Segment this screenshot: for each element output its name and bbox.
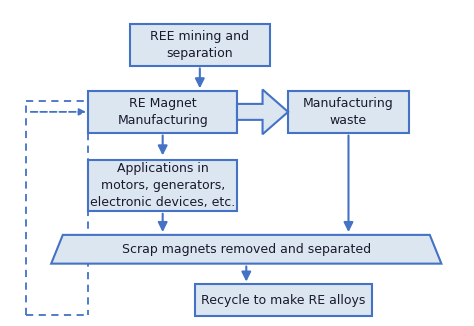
Polygon shape <box>237 90 288 134</box>
FancyBboxPatch shape <box>130 24 270 66</box>
Polygon shape <box>51 235 441 264</box>
Text: Manufacturing
waste: Manufacturing waste <box>303 97 394 127</box>
Text: Applications in
motors, generators,
electronic devices, etc.: Applications in motors, generators, elec… <box>90 162 235 209</box>
Text: RE Magnet
Manufacturing: RE Magnet Manufacturing <box>117 97 208 127</box>
Text: Recycle to make RE alloys: Recycle to make RE alloys <box>201 294 365 307</box>
FancyBboxPatch shape <box>195 284 372 316</box>
FancyBboxPatch shape <box>88 91 237 133</box>
Text: Scrap magnets removed and separated: Scrap magnets removed and separated <box>122 243 371 256</box>
FancyBboxPatch shape <box>288 91 409 133</box>
FancyBboxPatch shape <box>88 160 237 211</box>
Text: REE mining and
separation: REE mining and separation <box>150 30 249 60</box>
